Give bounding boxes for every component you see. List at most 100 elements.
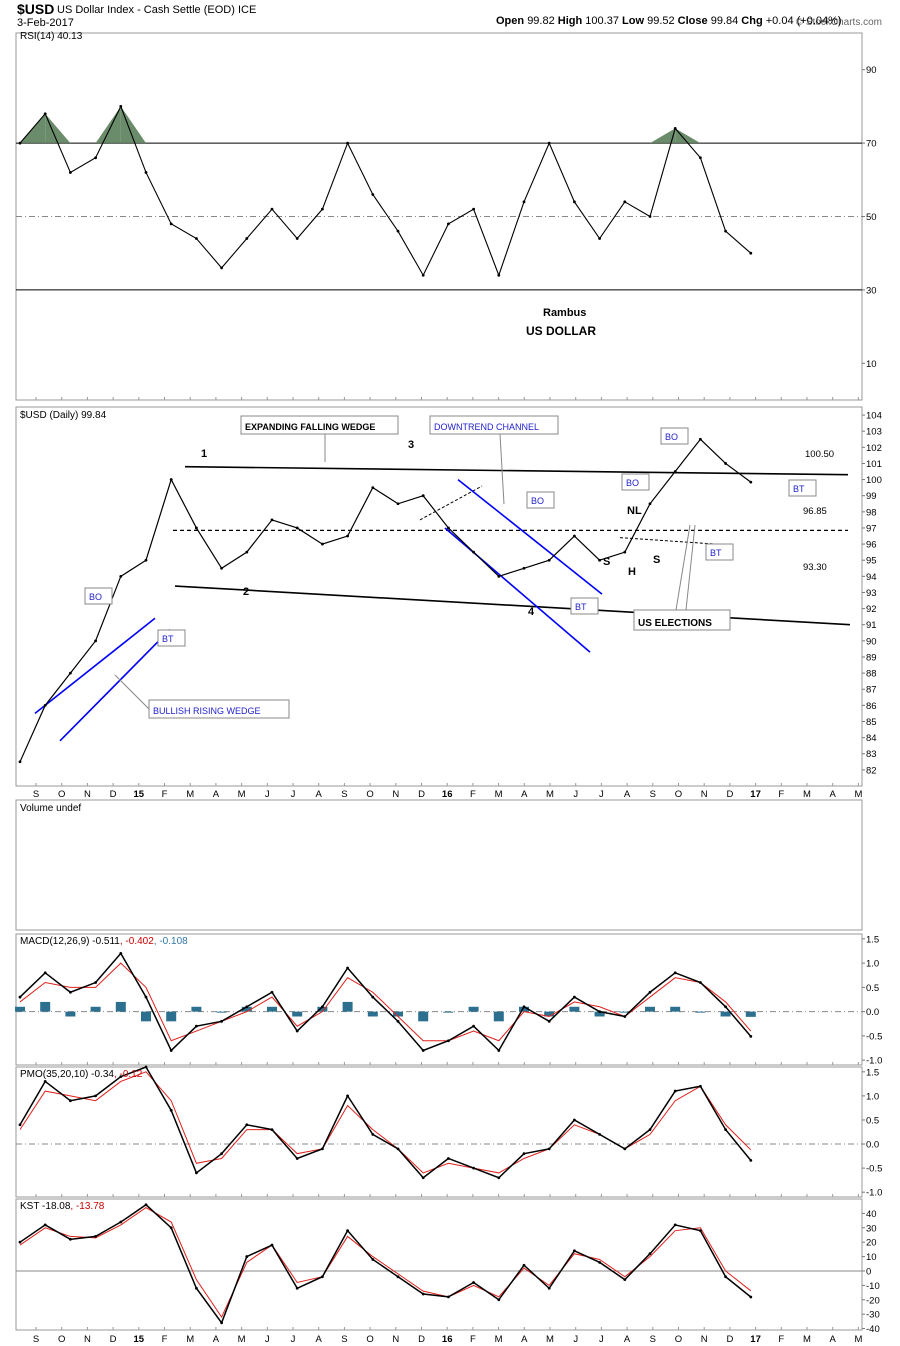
price-y-tick-label: 95 [866, 556, 877, 567]
kst-y-tick-label: 0 [866, 1266, 871, 1277]
kst-title: KST -18.08, -13.78 [20, 1201, 105, 1212]
price-y-tick-label: 102 [866, 443, 882, 454]
kst-y-tick-label: -20 [866, 1295, 880, 1306]
pmo-point [396, 1147, 400, 1151]
macd-point [119, 952, 123, 955]
macd-point [724, 1005, 727, 1009]
pmo-y-tick-label: 0.0 [866, 1140, 879, 1151]
kst-point [69, 1237, 72, 1241]
kst-y-tick-label: -10 [866, 1281, 880, 1292]
price-point [295, 526, 299, 530]
price-x-tick-label: F [470, 789, 476, 800]
price-point [724, 462, 727, 465]
annotation-bo-0: BO [89, 592, 102, 602]
rsi-point [673, 127, 677, 130]
price-panel-frame [15, 406, 863, 787]
low-value: 99.52 [647, 15, 675, 27]
kst-x-tick-label: N [392, 1334, 399, 1345]
price-point [472, 550, 475, 554]
rsi-y-tick-label: 30 [866, 285, 877, 296]
kst-x-tick-label: O [58, 1334, 65, 1345]
pmo-title-prefix: PMO(35,20,10) [20, 1069, 91, 1080]
macd-histogram-bar [115, 1001, 126, 1012]
macd-value: -0.511 [92, 936, 120, 947]
price-point [346, 534, 349, 538]
kst-x-tick-label: F [778, 1334, 784, 1345]
macd-point [371, 995, 375, 999]
dashed-trendline [419, 485, 483, 521]
kst-point [195, 1286, 198, 1290]
rsi-line [19, 105, 752, 277]
macd-histogram-bar [418, 1011, 429, 1022]
macd-histogram-bar [493, 1011, 504, 1022]
kst-x-tick-label: 16 [442, 1334, 453, 1345]
macd-point [547, 1019, 551, 1023]
macd-histogram-bar [267, 1006, 277, 1012]
macd-point [749, 1034, 753, 1038]
kst-line [19, 1203, 752, 1325]
macd-title: MACD(12,26,9) -0.511, -0.402, -0.108 [20, 936, 188, 947]
macd-point [623, 1015, 627, 1018]
pmo-point [522, 1152, 526, 1156]
kst-point [18, 1240, 22, 1244]
price-point [245, 550, 249, 554]
kst-value: -18.08 [42, 1201, 71, 1212]
macd-histogram-bar [317, 1006, 328, 1012]
pmo-point [724, 1128, 727, 1131]
kst-x-tick-label: 15 [134, 1334, 145, 1345]
pmo-point [749, 1159, 753, 1162]
price-y-tick-label: 88 [866, 669, 877, 680]
macd-signal-value: , -0.402 [120, 936, 154, 947]
macd-point [321, 1005, 324, 1009]
rsi-point [346, 141, 349, 145]
level-label-93-30: 93.30 [803, 562, 827, 573]
price-y-tick-label: 99 [866, 491, 877, 502]
price-x-tick-label: M [495, 789, 503, 800]
kst-point [547, 1286, 551, 1290]
kst-x-tick-label: S [33, 1334, 39, 1345]
kst-y-tick-label: 40 [866, 1209, 877, 1220]
macd-histogram-bar [40, 1001, 51, 1012]
price-x-tick-label: N [701, 789, 708, 800]
annotation-bt-3-box [570, 597, 599, 615]
kst-x-tick-label: M [854, 1334, 862, 1345]
macd-point [699, 981, 702, 984]
pmo-point [472, 1166, 475, 1170]
macd-histogram-bar [720, 1011, 731, 1017]
pmo-panel-frame [15, 1066, 863, 1198]
chg-label: Chg [741, 15, 763, 27]
kst-point [724, 1275, 727, 1279]
pmo-point [346, 1094, 349, 1098]
macd-histogram-bar [342, 1001, 353, 1012]
annotation-expanding-wedge-box [240, 415, 399, 435]
kst-x-tick-label: O [366, 1334, 373, 1345]
rsi-point [18, 141, 22, 145]
rsi-point [220, 266, 224, 270]
kst-point [371, 1258, 375, 1261]
macd-histogram-bar [468, 1006, 479, 1012]
pmo-point [598, 1133, 601, 1136]
price-x-tick-label: O [675, 789, 682, 800]
price-point [43, 703, 47, 707]
rsi-point [396, 229, 400, 233]
rsi-point [472, 207, 475, 211]
volume-title: Volume undef [20, 803, 81, 814]
annotation-bo-0-box [84, 587, 113, 605]
macd-line [19, 952, 752, 1052]
macd-point [346, 966, 349, 970]
downtrend-channel-upper [457, 478, 603, 595]
rising-wedge-callout-line [114, 674, 150, 710]
annotation-bo-2: BO [531, 496, 544, 506]
macd-point [598, 1010, 601, 1014]
price-x-tick-label: A [316, 789, 323, 800]
pmo-point [371, 1133, 375, 1136]
pmo-y-tick-label: 1.0 [866, 1091, 879, 1102]
price-x-tick-label: F [162, 789, 168, 800]
price-point [396, 502, 400, 506]
price-x-tick-label: M [854, 789, 862, 800]
kst-point [346, 1229, 349, 1233]
rsi-point [421, 273, 425, 277]
price-y-tick-label: 89 [866, 652, 877, 663]
elections-callout-line [685, 524, 696, 611]
price-x-tick-label: D [418, 789, 425, 800]
